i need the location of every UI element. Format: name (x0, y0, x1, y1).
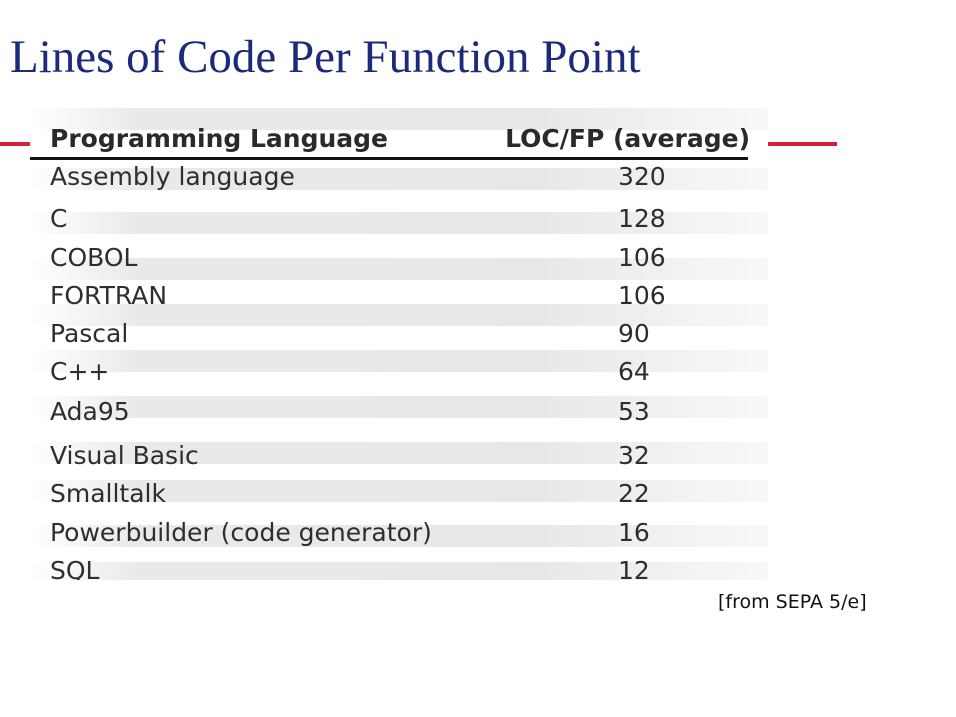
source-citation: [from SEPA 5/e] (718, 591, 867, 613)
header-loc-per-fp: LOC/FP (average) (505, 124, 750, 153)
table-header: Programming Language LOC/FP (average) (50, 120, 750, 160)
scan-ghost-line (30, 480, 768, 502)
loc-per-fp-cell: 90 (618, 319, 650, 348)
scan-ghost-line (30, 562, 768, 580)
table-row: C++ 64 (50, 357, 650, 393)
loc-per-fp-cell: 16 (618, 518, 650, 547)
table-row: Visual Basic 32 (50, 441, 650, 477)
language-cell: C++ (50, 357, 110, 386)
language-cell: Powerbuilder (code generator) (50, 518, 432, 547)
loc-per-fp-cell: 22 (618, 479, 650, 508)
scanned-table-image: Programming Language LOC/FP (average) As… (30, 100, 768, 580)
language-cell: Ada95 (50, 397, 130, 426)
language-cell: FORTRAN (50, 281, 168, 310)
language-cell: Pascal (50, 319, 129, 348)
scan-ghost-line (30, 108, 768, 130)
header-programming-language: Programming Language (50, 124, 389, 153)
loc-per-fp-cell: 320 (618, 162, 666, 191)
language-cell: Smalltalk (50, 479, 166, 508)
slide-title: Lines of Code Per Function Point (10, 31, 641, 83)
scan-ghost-line (30, 350, 768, 372)
title-accent-left (0, 142, 32, 146)
loc-per-fp-cell: 64 (618, 357, 650, 386)
loc-per-fp-cell: 32 (618, 441, 650, 470)
loc-per-fp-cell: 106 (618, 243, 666, 272)
table-row: SQL 12 (50, 556, 650, 580)
scan-ghost-line (30, 168, 768, 190)
scan-ghost-line (30, 212, 768, 234)
table-row: COBOL 106 (50, 243, 666, 279)
loc-per-fp-cell: 53 (618, 397, 650, 426)
scan-ghost-line (30, 525, 768, 547)
scan-ghost-line (30, 258, 768, 280)
language-cell: C (50, 204, 68, 233)
language-cell: Visual Basic (50, 441, 199, 470)
table-row: C 128 (50, 204, 666, 240)
scan-ghost-line (30, 442, 768, 464)
table-row: Pascal 90 (50, 319, 650, 355)
language-cell: Assembly language (50, 162, 295, 191)
title-accent-right (765, 142, 837, 146)
loc-per-fp-cell: 106 (618, 281, 666, 310)
language-cell: SQL (50, 556, 100, 580)
loc-per-fp-cell: 128 (618, 204, 666, 233)
table-row: Assembly language 320 (50, 162, 666, 198)
language-cell: COBOL (50, 243, 138, 272)
header-rule (30, 157, 748, 160)
table-row: Powerbuilder (code generator) 16 (50, 518, 650, 554)
scan-ghost-line (30, 304, 768, 326)
table-row: FORTRAN 106 (50, 281, 666, 317)
table-row: Ada95 53 (50, 397, 650, 433)
scan-ghost-line (30, 396, 768, 418)
table-row: Smalltalk 22 (50, 479, 650, 515)
loc-per-fp-cell: 12 (618, 556, 650, 580)
